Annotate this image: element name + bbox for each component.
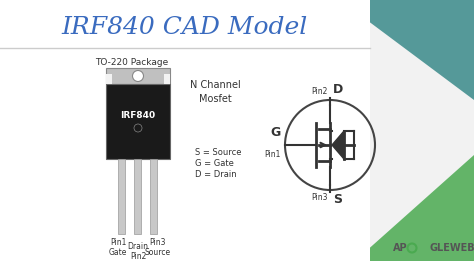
Text: IRF840 CAD Model: IRF840 CAD Model <box>62 16 308 39</box>
FancyBboxPatch shape <box>164 74 170 84</box>
FancyBboxPatch shape <box>135 159 142 234</box>
FancyBboxPatch shape <box>106 68 170 84</box>
Text: S = Source: S = Source <box>195 148 241 157</box>
Text: TO-220 Package: TO-220 Package <box>95 58 168 67</box>
Text: Pin1
Gate: Pin1 Gate <box>109 238 127 257</box>
Text: Pin2: Pin2 <box>311 87 328 96</box>
Text: Drain
Pin2: Drain Pin2 <box>128 242 148 261</box>
Polygon shape <box>332 131 344 159</box>
Text: G = Gate: G = Gate <box>195 159 234 168</box>
Text: G: G <box>271 126 281 139</box>
Text: D = Drain: D = Drain <box>195 170 237 179</box>
Text: S: S <box>333 193 342 206</box>
Text: N Channel
Mosfet: N Channel Mosfet <box>190 80 240 104</box>
Text: D: D <box>333 83 343 96</box>
Text: Pin3: Pin3 <box>311 193 328 202</box>
Circle shape <box>133 70 144 81</box>
FancyBboxPatch shape <box>118 159 126 234</box>
FancyBboxPatch shape <box>0 48 370 261</box>
FancyBboxPatch shape <box>106 74 112 84</box>
Text: Pin3
Source: Pin3 Source <box>145 238 171 257</box>
Text: GLEWEB: GLEWEB <box>430 243 474 253</box>
Text: AP: AP <box>393 243 408 253</box>
Text: IRF840: IRF840 <box>120 111 155 121</box>
FancyBboxPatch shape <box>151 159 157 234</box>
FancyBboxPatch shape <box>0 0 370 48</box>
Polygon shape <box>355 155 474 261</box>
Text: Pin1: Pin1 <box>264 150 281 159</box>
Polygon shape <box>340 0 474 100</box>
FancyBboxPatch shape <box>106 84 170 159</box>
